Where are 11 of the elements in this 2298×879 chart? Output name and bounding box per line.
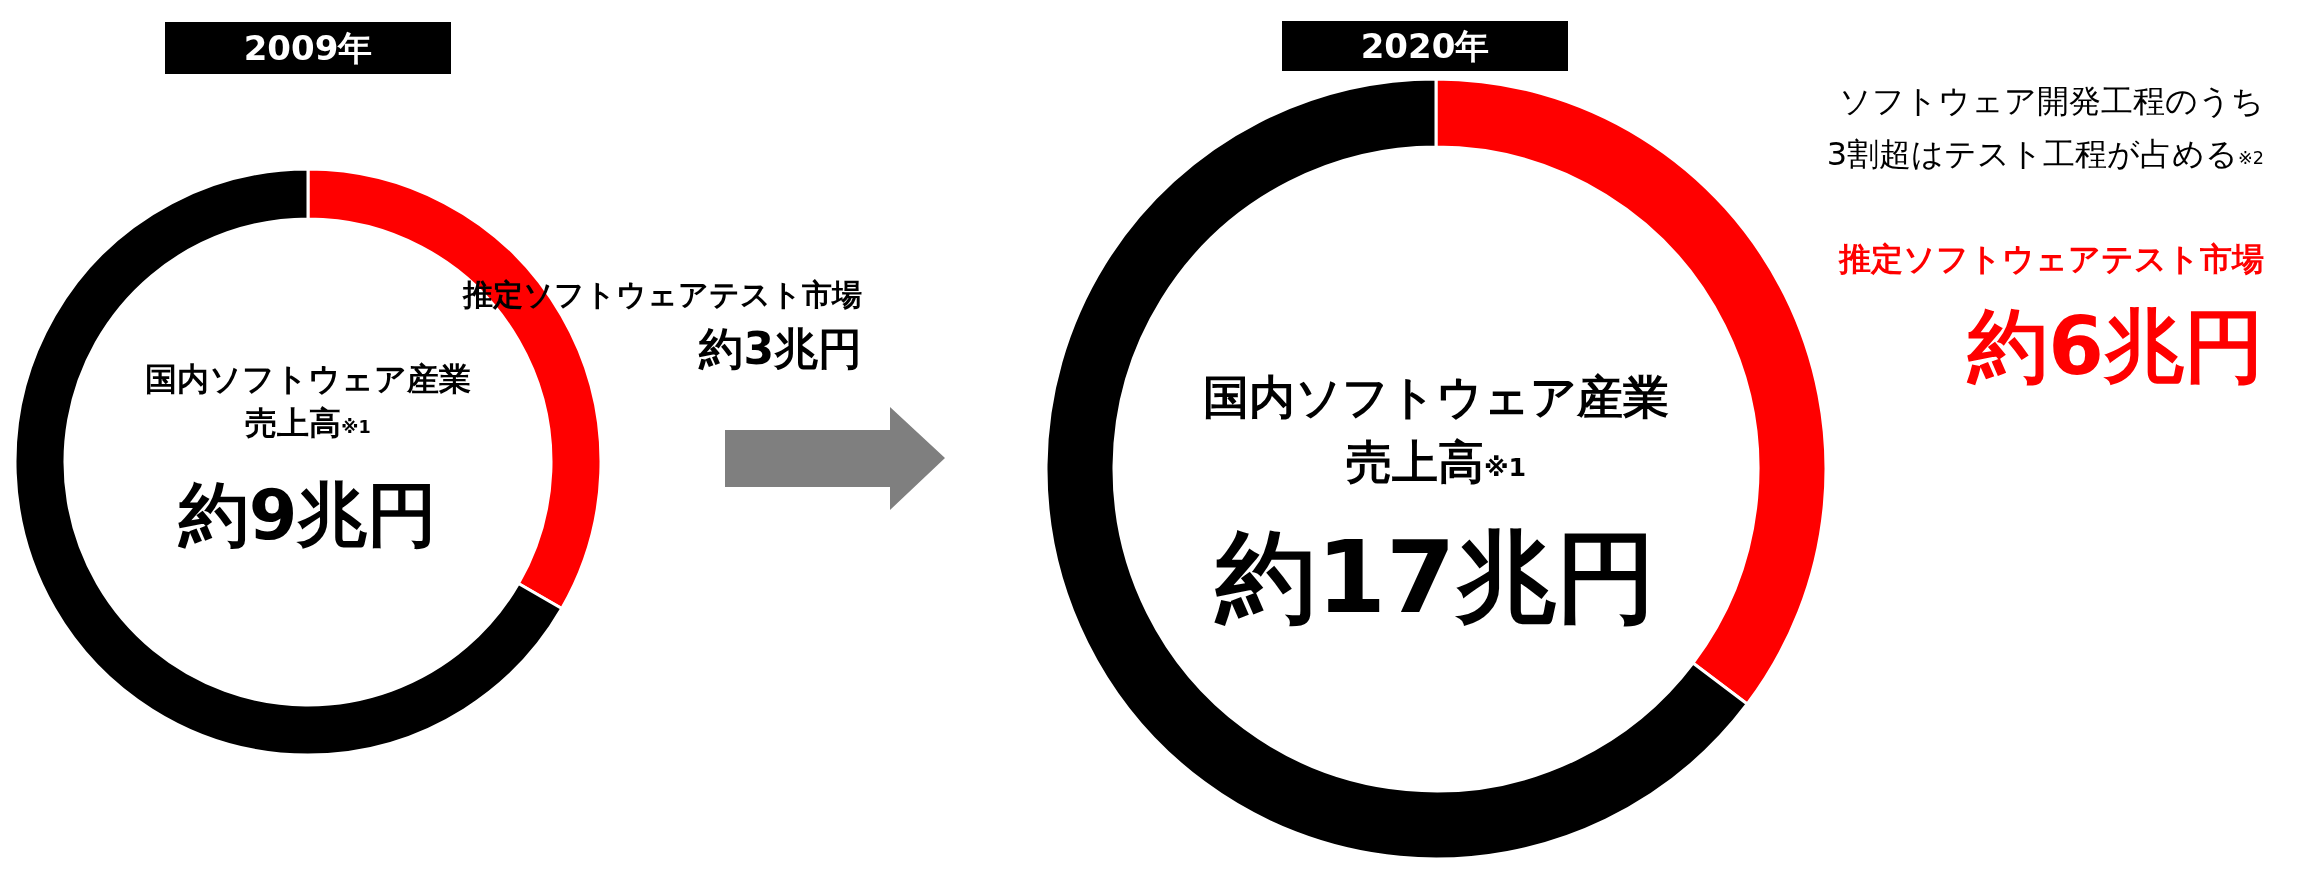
data-label: 約3兆円 [698,323,862,374]
data-label: 約6兆円 [1966,299,2264,393]
chart-title: 2020年 [1360,25,1490,66]
slice-label: 推定ソフトウェアテスト市場 [462,276,862,312]
text: ソフトウェア開発工程のうち [1839,82,2264,120]
text: 国内ソフトウェア産業 [1203,369,1669,424]
text: 国内ソフトウェア産業 [145,360,471,398]
chart-title: 2009年 [243,27,373,68]
text: 約9兆円 [176,474,438,557]
slice-label: 推定ソフトウェアテスト市場 [1838,240,2264,278]
text: 約17兆円 [1214,519,1656,637]
